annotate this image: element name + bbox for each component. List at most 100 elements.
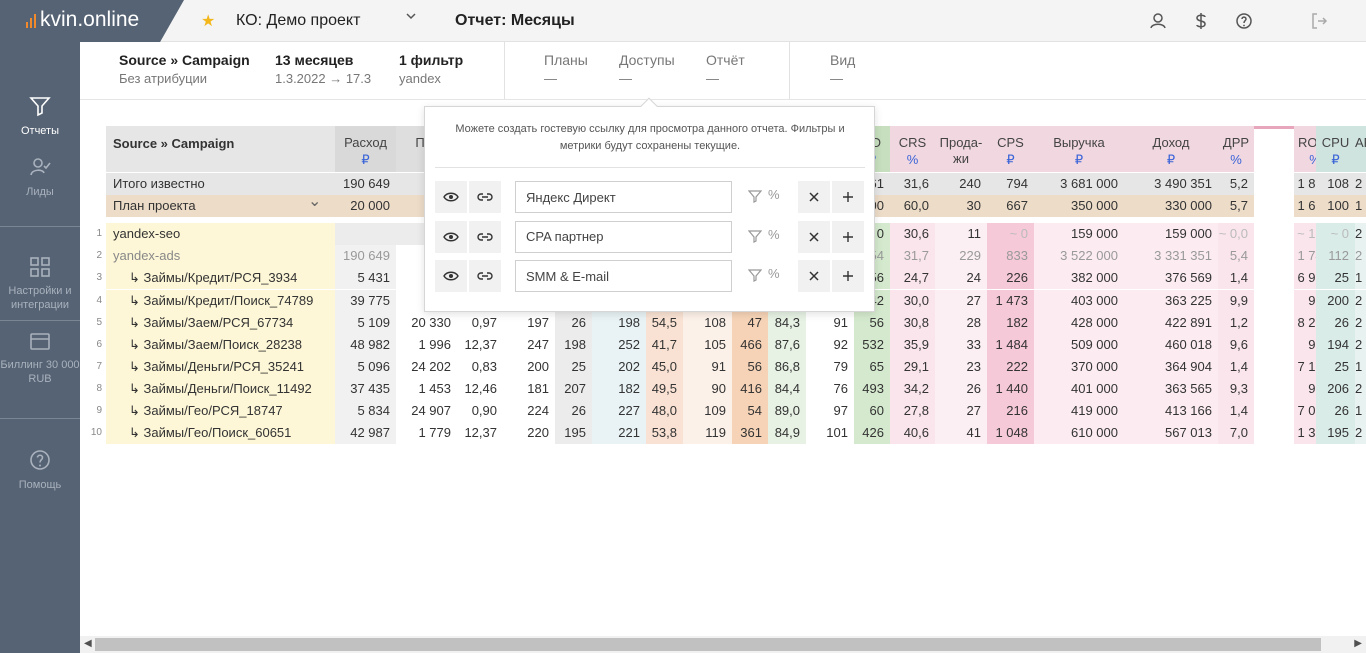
row-name[interactable]: ↳ Займы/Заем/Поиск_28238	[106, 333, 335, 356]
star-icon[interactable]: ★	[201, 13, 216, 30]
table-cell: 24	[935, 267, 987, 290]
column-header[interactable]: Выручка ₽	[1034, 126, 1124, 172]
row-name[interactable]: ↳ Займы/Гео/Поиск_60651	[106, 422, 335, 445]
menu-report[interactable]: Отчёт —	[706, 52, 745, 86]
copy-link-button[interactable]	[469, 220, 501, 253]
table-cell: 25	[555, 355, 592, 378]
remove-link-button[interactable]	[798, 260, 830, 292]
column-header[interactable]: Доход ₽	[1124, 126, 1218, 172]
table-row[interactable]: 8 ↳ Займы/Деньги/Поиск_11492 37 435 1 453 12…	[90, 377, 1366, 400]
horizontal-scrollbar[interactable]: ◀ ▶	[80, 636, 1366, 653]
column-header-unit: ₽	[1074, 152, 1084, 167]
column-header[interactable]: CPU ₽	[1316, 126, 1355, 172]
period-selector[interactable]: 13 месяцев 1.3.2022 → 17.3	[275, 52, 371, 86]
add-link-button[interactable]	[832, 181, 864, 213]
link-name-input[interactable]	[515, 260, 732, 292]
grouping-selector[interactable]: Source » Campaign Без атрибуции	[119, 52, 250, 86]
row-name[interactable]: ↳ Займы/Кредит/Поиск_74789	[106, 289, 335, 312]
eye-icon	[443, 232, 459, 241]
table-cell: 5 096	[335, 355, 396, 378]
link-name-input[interactable]	[515, 181, 732, 213]
row-name[interactable]: ↳ Займы/Кредит/РСЯ_3934	[106, 267, 335, 290]
table-row[interactable]: 9 ↳ Займы/Гео/РСЯ_18747 5 834 24 907 0,90 224…	[90, 400, 1366, 422]
row-name[interactable]: ↳ Займы/Деньги/Поиск_11492	[106, 377, 335, 400]
view-link-button[interactable]	[435, 181, 467, 213]
view-link-button[interactable]	[435, 220, 467, 253]
row-name[interactable]: yandex-ads	[106, 245, 335, 268]
scroll-right-icon[interactable]: ▶	[1354, 638, 1362, 649]
table-row[interactable]: 5 ↳ Займы/Заем/РСЯ_67734 5 109 20 330 0,97 19…	[90, 311, 1366, 334]
logout-icon[interactable]	[1307, 9, 1331, 33]
report-toolbar: Source » Campaign Без атрибуции 13 месяц…	[80, 42, 1366, 100]
row-name[interactable]: Итого известно	[106, 173, 335, 195]
table-row[interactable]: 6 ↳ Займы/Заем/Поиск_28238 48 982 1 996 12,3…	[90, 333, 1366, 356]
filter-icon[interactable]	[747, 229, 763, 246]
percent-icon[interactable]: %	[768, 187, 780, 202]
table-cell: 54,5	[646, 311, 683, 334]
table-cell: 1,4	[1218, 400, 1254, 422]
popover-description: Можете создать гостевую ссылку для просм…	[455, 123, 845, 152]
column-header[interactable]: ДРР%	[1218, 126, 1254, 172]
table-cell: 108	[1316, 173, 1355, 195]
remove-link-button[interactable]	[798, 220, 830, 253]
table-cell: 84,9	[768, 422, 806, 445]
copy-link-button[interactable]	[469, 181, 501, 213]
scroll-left-icon[interactable]: ◀	[84, 638, 92, 649]
sidebar-item-settings[interactable]: Настройки и интеграции	[0, 256, 80, 312]
chevron-down-icon[interactable]: ⌄	[308, 193, 322, 211]
remove-link-button[interactable]	[798, 181, 830, 213]
menu-plans[interactable]: Планы —	[544, 52, 588, 86]
table-cell: 361	[732, 422, 768, 445]
sidebar-item-billing[interactable]: Биллинг 30 000 RUB	[0, 332, 80, 386]
guest-link-row: %	[435, 181, 865, 213]
logo-bars-icon	[26, 14, 40, 28]
row-name[interactable]: ↳ Займы/Заем/РСЯ_67734	[106, 311, 335, 334]
column-header[interactable]: CPS ₽	[987, 126, 1034, 172]
menu-access[interactable]: Доступы —	[619, 52, 675, 86]
table-cell: 3 522 000	[1034, 245, 1124, 268]
table-cell: 1 453	[396, 377, 457, 400]
link-name-input[interactable]	[515, 220, 732, 253]
row-name[interactable]: ↳ Займы/Гео/РСЯ_18747	[106, 400, 335, 422]
logo[interactable]: kvin.online	[0, 0, 184, 42]
view-link-button[interactable]	[435, 260, 467, 292]
table-cell: 28	[935, 311, 987, 334]
row-name[interactable]: ↳ Займы/Деньги/РСЯ_35241	[106, 355, 335, 378]
dollar-icon[interactable]	[1189, 9, 1213, 33]
table-cell: 197	[503, 311, 555, 334]
column-header[interactable]: Расход ₽	[335, 126, 396, 172]
column-header[interactable]: CRS%	[890, 126, 935, 172]
table-cell: 20 000	[335, 195, 396, 218]
sidebar-item-help[interactable]: Помощь	[0, 448, 80, 492]
filter-icon[interactable]	[747, 189, 763, 206]
add-link-button[interactable]	[832, 260, 864, 292]
percent-icon[interactable]: %	[768, 226, 780, 242]
table-cell: 2 760	[1355, 422, 1366, 445]
row-name[interactable]: yandex-seo	[106, 223, 335, 246]
percent-icon[interactable]: %	[768, 266, 780, 281]
row-name[interactable]: План проекта	[106, 195, 335, 218]
filter-icon[interactable]	[747, 268, 763, 285]
user-icon[interactable]	[1146, 9, 1170, 33]
table-cell: 221	[592, 422, 646, 445]
project-selector[interactable]: КО: Демо проект	[236, 12, 361, 29]
help-icon[interactable]	[1232, 9, 1256, 33]
table-cell: 3 681 000	[1034, 173, 1124, 195]
column-header[interactable]: Прода-жи	[935, 126, 987, 172]
table-cell: 60,0	[890, 195, 935, 218]
table-row[interactable]: 7 ↳ Займы/Деньги/РСЯ_35241 5 096 24 202 0,83…	[90, 355, 1366, 378]
table-cell: 26	[555, 400, 592, 422]
add-link-button[interactable]	[832, 220, 864, 253]
sidebar-item-reports[interactable]: Отчеты	[0, 94, 80, 138]
table-row[interactable]: 10 ↳ Займы/Гео/Поиск_60651 42 987 1 779 12,3…	[90, 422, 1366, 445]
sidebar-item-leads[interactable]: Лиды	[0, 155, 80, 199]
copy-link-button[interactable]	[469, 260, 501, 292]
scrollbar-thumb[interactable]	[95, 638, 1321, 651]
link-icon	[477, 232, 493, 241]
column-header-name[interactable]: Source » Campaign	[106, 126, 335, 172]
menu-view[interactable]: Вид —	[830, 52, 855, 86]
chevron-down-icon[interactable]	[405, 10, 417, 25]
column-header[interactable]: ARPU₽	[1355, 126, 1366, 172]
filter-selector[interactable]: 1 фильтр yandex	[399, 52, 463, 86]
filter-icon	[29, 97, 51, 117]
